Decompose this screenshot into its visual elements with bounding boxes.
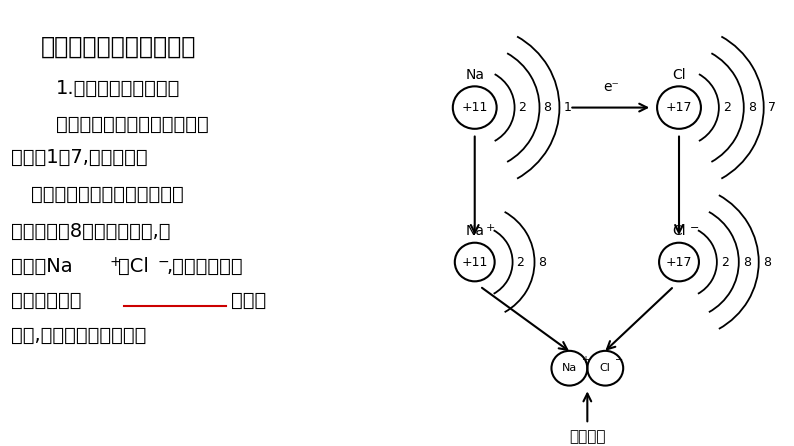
Text: 一起,形成新物质氯化钠。: 一起,形成新物质氯化钠。 xyxy=(11,326,147,345)
Text: 7: 7 xyxy=(768,101,776,114)
Text: 1.氯化钠的形成过程。: 1.氯化钠的形成过程。 xyxy=(56,78,180,98)
Text: +17: +17 xyxy=(665,101,692,114)
Text: 2: 2 xyxy=(723,101,730,114)
Text: 8: 8 xyxy=(763,256,771,268)
Text: 8: 8 xyxy=(543,101,552,114)
Text: Na: Na xyxy=(465,224,484,238)
Text: +17: +17 xyxy=(665,256,692,268)
Text: +11: +11 xyxy=(461,256,488,268)
Text: 子层都达到8电子稳定结构,分: 子层都达到8电子稳定结构,分 xyxy=(11,222,171,240)
Text: 1: 1 xyxy=(564,101,572,114)
Text: 和Cl: 和Cl xyxy=(118,257,148,276)
Text: 荷的离子通过: 荷的离子通过 xyxy=(11,291,82,310)
Text: Cl: Cl xyxy=(673,224,686,238)
Text: 2: 2 xyxy=(518,101,526,114)
Text: 8: 8 xyxy=(748,101,756,114)
Text: ,两种带相反电: ,两种带相反电 xyxy=(167,257,244,276)
Text: Na: Na xyxy=(562,363,577,373)
Text: Cl: Cl xyxy=(673,67,686,82)
Text: 一、离子键及离子化合物: 一、离子键及离子化合物 xyxy=(41,35,197,59)
Text: e⁻: e⁻ xyxy=(603,80,619,94)
Text: 结合在: 结合在 xyxy=(230,291,266,310)
Text: 静电作用: 静电作用 xyxy=(569,429,606,444)
Text: 8: 8 xyxy=(538,256,546,268)
Text: 2: 2 xyxy=(517,256,525,268)
Text: 分别为1和7,均不稳定。: 分别为1和7,均不稳定。 xyxy=(11,148,148,167)
Text: Cl: Cl xyxy=(599,363,611,373)
Text: +11: +11 xyxy=(461,101,488,114)
Text: +: + xyxy=(486,223,495,233)
Text: +: + xyxy=(581,355,589,365)
Text: 8: 8 xyxy=(742,256,751,268)
Text: 别形成Na: 别形成Na xyxy=(11,257,73,276)
Text: 钠原子和氯原子最外层电子数: 钠原子和氯原子最外层电子数 xyxy=(56,116,209,134)
Text: 即它们通过得失电子后最外电: 即它们通过得失电子后最外电 xyxy=(31,185,184,204)
Text: Na: Na xyxy=(465,67,484,82)
Text: −: − xyxy=(690,223,700,233)
Text: +: + xyxy=(109,255,121,269)
Text: −: − xyxy=(615,355,623,365)
Text: −: − xyxy=(158,255,169,269)
Text: 2: 2 xyxy=(721,256,729,268)
